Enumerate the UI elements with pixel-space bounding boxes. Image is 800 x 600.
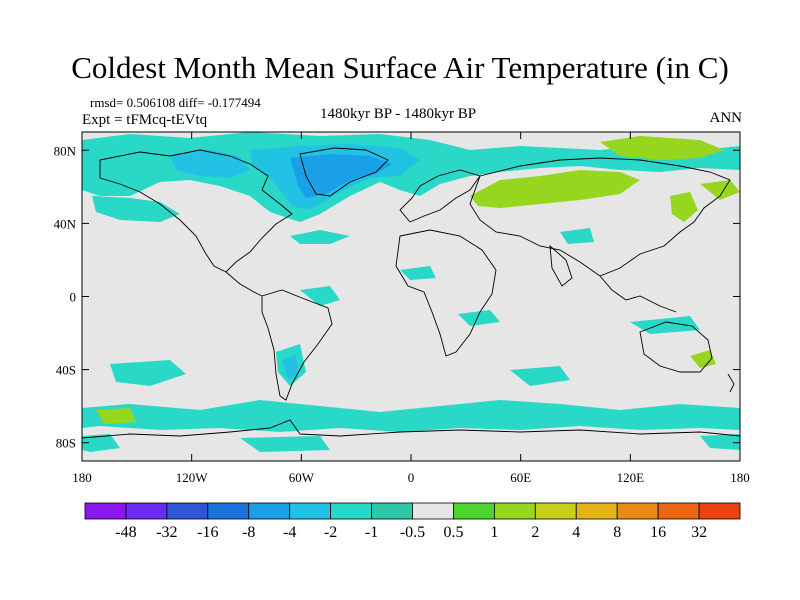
anomaly-indian-cool [510,366,570,386]
y-tick-label: 40N [54,216,77,231]
anomaly-antarctic-cool [82,434,120,452]
period-label: 1480kyr BP - 1480kyr BP [320,106,477,122]
colorbar-label: -48 [115,524,136,541]
coast-south-america [261,289,333,401]
colorbar-swatch [412,502,454,520]
anomaly-southern-warm [96,408,136,424]
coast-africa [395,229,497,357]
anomaly-tropic-patch-2 [458,310,500,326]
colorbar-swatch [330,502,372,520]
x-tick-label: 180 [730,470,750,485]
anomaly-tropic-patch-1 [300,286,340,306]
colorbar-label: 2 [531,524,539,541]
colorbar-swatch [453,502,495,520]
anomaly-arctic-warm [600,136,724,160]
coast-north-america [99,149,293,273]
rmsd-label: rmsd= [90,95,124,110]
diff-value: -0.177494 [207,95,261,110]
colorbar-label: -4 [283,524,296,541]
experiment-label: Expt = tFMcq-tEVtq [82,112,208,128]
chart-title: Coldest Month Mean Surface Air Temperatu… [71,50,729,85]
colorbar-swatch [207,502,250,520]
rmsd-value: 0.506108 [126,95,176,110]
colorbar-swatch [289,502,332,520]
y-tick-label: 80S [56,436,76,451]
anomaly-pacific-cool-2 [290,230,350,244]
colorbar-swatch [371,502,413,520]
y-tick-label: 80N [54,143,77,158]
anomaly-antarctic-cool-3 [700,434,740,450]
colorbar-swatch [84,502,127,520]
season-label: ANN [709,110,743,126]
colorbar-swatch [248,502,291,520]
anomaly-pacific-warm [700,180,740,200]
coast-greenland [299,147,389,197]
coast-europe [399,169,481,223]
coast-asia [469,157,731,277]
colorbar-label: 4 [572,524,580,541]
colorbar-swatch [616,502,659,520]
colorbar-label: -16 [197,524,218,541]
anomaly-southern-cool [82,400,740,432]
anomaly-tropic-patch-5 [560,228,594,244]
coast-new-zealand [727,373,735,393]
coast-central-america [225,271,263,297]
colorbar-swatch [125,502,168,520]
x-tick-label: 120W [176,470,209,485]
colorbar-swatch [166,502,209,520]
anomaly-arctic-cool [82,132,740,222]
anomaly-antarctic-cool-2 [240,436,330,452]
colorbar-label: 1 [490,524,498,541]
colorbar-swatch [493,502,536,520]
colorbar-swatch [657,502,700,520]
coastlines [82,147,740,439]
anomaly-asia-warm [670,192,698,222]
colorbar-label: 16 [650,524,666,541]
y-tick-label: 0 [70,290,77,305]
colorbar: -48 -32 -16 -8 -4 -2 -1 -0.5 0.5 1 2 4 8 16 32 [84,502,741,541]
y-tick-label: 40S [56,363,76,378]
coast-southeast-asia [599,275,677,313]
colorbar-swatch [698,502,741,520]
colorbar-label: -2 [324,524,337,541]
anomaly-greenland-core [290,154,392,198]
anomaly-southpac-cool [110,360,186,386]
anomaly-tropic-patch-4 [400,266,436,280]
anomaly-field [82,132,740,452]
anomaly-canada-cool [170,150,250,178]
colorbar-swatch [575,502,618,520]
colorbar-label: 32 [691,524,707,541]
colorbar-label: -1 [365,524,378,541]
x-tick-label: 60E [510,470,531,485]
colorbar-swatch [534,502,577,520]
x-tick-label: 60W [289,470,315,485]
colorbar-label: -8 [242,524,255,541]
colorbar-label: -0.5 [400,524,425,541]
x-tick-label: 0 [408,470,415,485]
diff-label: diff= [178,95,205,110]
anomaly-sa-cool-2 [282,354,298,380]
stats-line: rmsd= 0.506108 diff= -0.177494 [90,95,261,111]
colorbar-label: 0.5 [443,524,463,541]
anomaly-siberia-warm [470,170,640,208]
coast-australia [639,321,713,373]
coast-india [549,244,573,287]
colorbar-label: -32 [156,524,177,541]
anomaly-aus-warm [690,350,716,368]
coast-antarctica [82,419,740,439]
x-tick-label: 120E [617,470,645,485]
x-tick-label: 180 [72,470,92,485]
colorbar-label: 8 [613,524,621,541]
map-axes: 80N 40N 0 40S 80S 180 120W 60W 0 60E 120E 180 [54,132,750,485]
